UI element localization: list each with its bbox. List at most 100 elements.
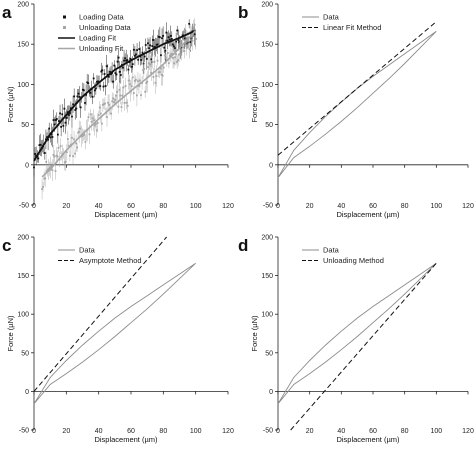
data-point bbox=[174, 56, 176, 59]
data-point bbox=[166, 39, 169, 42]
data-point bbox=[188, 22, 191, 25]
data-point bbox=[67, 144, 70, 147]
y-tick-label: 200 bbox=[261, 2, 273, 9]
series-data bbox=[277, 262, 437, 405]
data-point bbox=[104, 102, 106, 105]
data-point bbox=[105, 65, 108, 68]
series-data bbox=[33, 262, 197, 405]
data-point bbox=[74, 109, 77, 111]
y-tick-label: 150 bbox=[261, 273, 273, 280]
data-point bbox=[144, 90, 147, 93]
data-point bbox=[164, 49, 167, 52]
data-point bbox=[151, 45, 154, 47]
data-point bbox=[95, 129, 98, 132]
data-point bbox=[141, 51, 144, 54]
y-tick-label: -50 bbox=[263, 203, 273, 210]
data-point bbox=[160, 54, 162, 57]
data-point bbox=[161, 37, 163, 40]
data-point bbox=[110, 112, 113, 115]
data-point bbox=[97, 114, 100, 116]
data-point bbox=[158, 71, 161, 73]
data-point bbox=[167, 62, 170, 65]
data-point bbox=[185, 37, 187, 40]
y-tick-label: 0 bbox=[25, 389, 29, 396]
data-point bbox=[157, 71, 160, 74]
data-point bbox=[43, 152, 46, 154]
data-point bbox=[38, 144, 41, 147]
data-point bbox=[160, 73, 163, 76]
data-point bbox=[125, 101, 128, 104]
data-point bbox=[90, 120, 93, 123]
data-point bbox=[128, 83, 131, 86]
data-point bbox=[96, 80, 98, 83]
x-tick-label: 60 bbox=[127, 428, 135, 435]
data-point bbox=[64, 121, 67, 124]
data-point bbox=[47, 138, 50, 141]
x-tick-label: 0 bbox=[32, 428, 36, 435]
data-point bbox=[93, 89, 96, 92]
data-point bbox=[63, 161, 66, 164]
x-axis-label: Displacement (µm) bbox=[336, 210, 400, 219]
data-point bbox=[157, 35, 160, 38]
legend-label: Data bbox=[323, 13, 340, 22]
data-point bbox=[81, 88, 84, 91]
data-point bbox=[100, 122, 103, 125]
data-point bbox=[77, 92, 80, 95]
data-point bbox=[162, 34, 165, 37]
data-point bbox=[101, 69, 104, 72]
y-axis-label: Force (µN) bbox=[250, 315, 259, 351]
data-point bbox=[161, 74, 164, 77]
data-point bbox=[192, 26, 195, 29]
data-point bbox=[158, 36, 161, 39]
data-point bbox=[62, 124, 65, 127]
data-point bbox=[115, 94, 118, 97]
data-point bbox=[152, 39, 155, 41]
data-point bbox=[148, 47, 150, 50]
data-point bbox=[84, 102, 86, 104]
data-point bbox=[132, 92, 135, 95]
data-point bbox=[156, 43, 159, 46]
data-point bbox=[54, 119, 57, 121]
data-point bbox=[193, 33, 196, 36]
y-axis-label: Force (µN) bbox=[6, 86, 15, 122]
data-point bbox=[189, 30, 192, 33]
data-point bbox=[114, 72, 117, 74]
data-point bbox=[60, 125, 63, 128]
data-point bbox=[140, 59, 143, 61]
data-point bbox=[50, 165, 53, 168]
data-point bbox=[75, 107, 78, 110]
data-point bbox=[58, 120, 60, 122]
data-point bbox=[149, 63, 152, 66]
data-point bbox=[50, 133, 53, 136]
data-point bbox=[103, 103, 105, 105]
data-point bbox=[84, 140, 87, 143]
data-point bbox=[86, 81, 89, 84]
data-point bbox=[147, 66, 150, 68]
x-axis-label: Displacement (µm) bbox=[94, 435, 158, 444]
data-point bbox=[194, 38, 197, 40]
data-point bbox=[55, 154, 58, 157]
data-point bbox=[100, 70, 103, 73]
data-point bbox=[118, 88, 121, 91]
data-point bbox=[59, 112, 61, 115]
data-point bbox=[72, 155, 74, 158]
x-tick-label: 120 bbox=[462, 203, 474, 210]
x-tick-label: 100 bbox=[430, 428, 442, 435]
y-tick-label: 150 bbox=[261, 42, 273, 49]
data-point bbox=[182, 46, 185, 49]
series-data bbox=[277, 30, 437, 178]
data-point bbox=[53, 123, 56, 126]
data-point bbox=[91, 95, 94, 98]
series-asymptote-method bbox=[33, 236, 167, 392]
data-point bbox=[132, 48, 135, 51]
data-point bbox=[108, 104, 110, 106]
data-point bbox=[34, 153, 36, 155]
data-point bbox=[151, 61, 154, 63]
data-point bbox=[133, 80, 136, 82]
data-point bbox=[79, 106, 82, 109]
data-point bbox=[126, 104, 129, 107]
data-point bbox=[148, 62, 151, 65]
data-point bbox=[37, 157, 40, 160]
data-point bbox=[82, 134, 85, 137]
y-tick-label: -50 bbox=[263, 428, 273, 435]
